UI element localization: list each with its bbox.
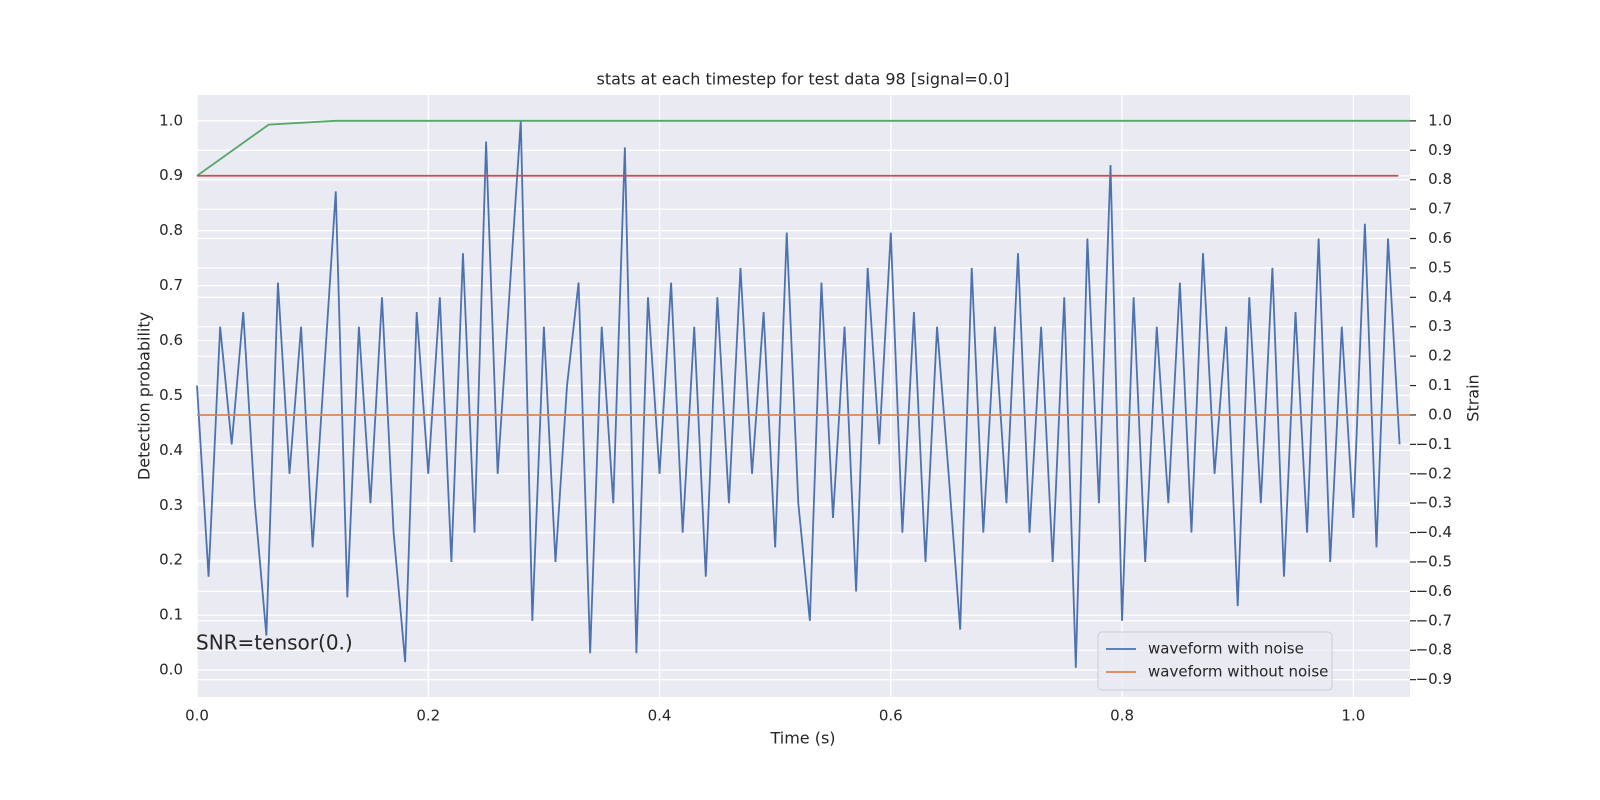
y2-tick-label: −0.8: [1416, 641, 1452, 659]
y2-tick-label: 0.4: [1428, 288, 1452, 306]
y-tick-label: 0.7: [159, 276, 183, 294]
y2-tick-label: −0.6: [1416, 582, 1452, 600]
lines: [196, 119, 1410, 668]
chart-title: stats at each timestep for test data 98 …: [597, 70, 1010, 89]
y-tick-label: 0.3: [159, 496, 183, 514]
y2-tick-label: 1.0: [1428, 111, 1452, 129]
legend-label: waveform without noise: [1148, 663, 1328, 681]
y-tick-label: 0.1: [159, 606, 183, 624]
y2-tick-label: −0.1: [1416, 435, 1452, 453]
x-tick-label: 0.4: [648, 707, 672, 725]
series-line: [196, 119, 1410, 177]
series-line: [196, 120, 1401, 668]
y-tick-label: 0.5: [159, 386, 183, 404]
y2-tick-label: −0.4: [1416, 523, 1452, 541]
y2-tick-label: 0.2: [1428, 347, 1452, 365]
y-tick-label: 1.0: [159, 111, 183, 129]
y2-axis-label: Strain: [1464, 374, 1483, 421]
y2-tick-label: −0.3: [1416, 494, 1452, 512]
y2-tick-label: −0.7: [1416, 611, 1452, 629]
axes: 0.0 0.2 0.4 0.6 0.8 1.0 0.0 0.1 0.2 0.3 0.4 0.5 0.6 0…: [159, 111, 1452, 724]
y2-tick-label: −0.9: [1416, 670, 1452, 688]
y2-tick-label: 0.1: [1428, 376, 1452, 394]
x-tick-label: 1.0: [1341, 707, 1365, 725]
x-tick-label: 0.6: [879, 707, 903, 725]
annotation: SNR=tensor(0.): [196, 631, 353, 655]
y2-tick-label: 0.6: [1428, 229, 1452, 247]
y2-tick-label: −0.2: [1416, 464, 1452, 482]
legend: waveform with noise waveform without nois…: [1097, 631, 1333, 691]
y-tick-label: 0.0: [159, 661, 183, 679]
y2-tick-label: −0.5: [1416, 553, 1452, 571]
x-tick-label: 0.2: [416, 707, 440, 725]
y2-tick-label: 0.3: [1428, 317, 1452, 335]
y-tick-label: 0.4: [159, 441, 183, 459]
y-tick-label: 0.2: [159, 551, 183, 569]
legend-label: waveform with noise: [1148, 640, 1304, 658]
y-tick-label: 0.9: [159, 166, 183, 184]
legend-box: [1097, 631, 1333, 691]
y-tick-label: 0.6: [159, 331, 183, 349]
x-tick-label: 0.8: [1110, 707, 1134, 725]
y2-tick-label: 0.7: [1428, 200, 1452, 218]
x-axis-label: Time (s): [769, 729, 835, 748]
x-tick-label: 0.0: [185, 707, 209, 725]
y2-tick-label: 0.9: [1428, 141, 1452, 159]
y2-tick-label: 0.0: [1428, 405, 1452, 423]
y2-tick-label: 0.5: [1428, 258, 1452, 276]
y-tick-label: 0.8: [159, 221, 183, 239]
y-axis-label: Detection probability: [135, 312, 154, 480]
y2-tick-label: 0.8: [1428, 170, 1452, 188]
